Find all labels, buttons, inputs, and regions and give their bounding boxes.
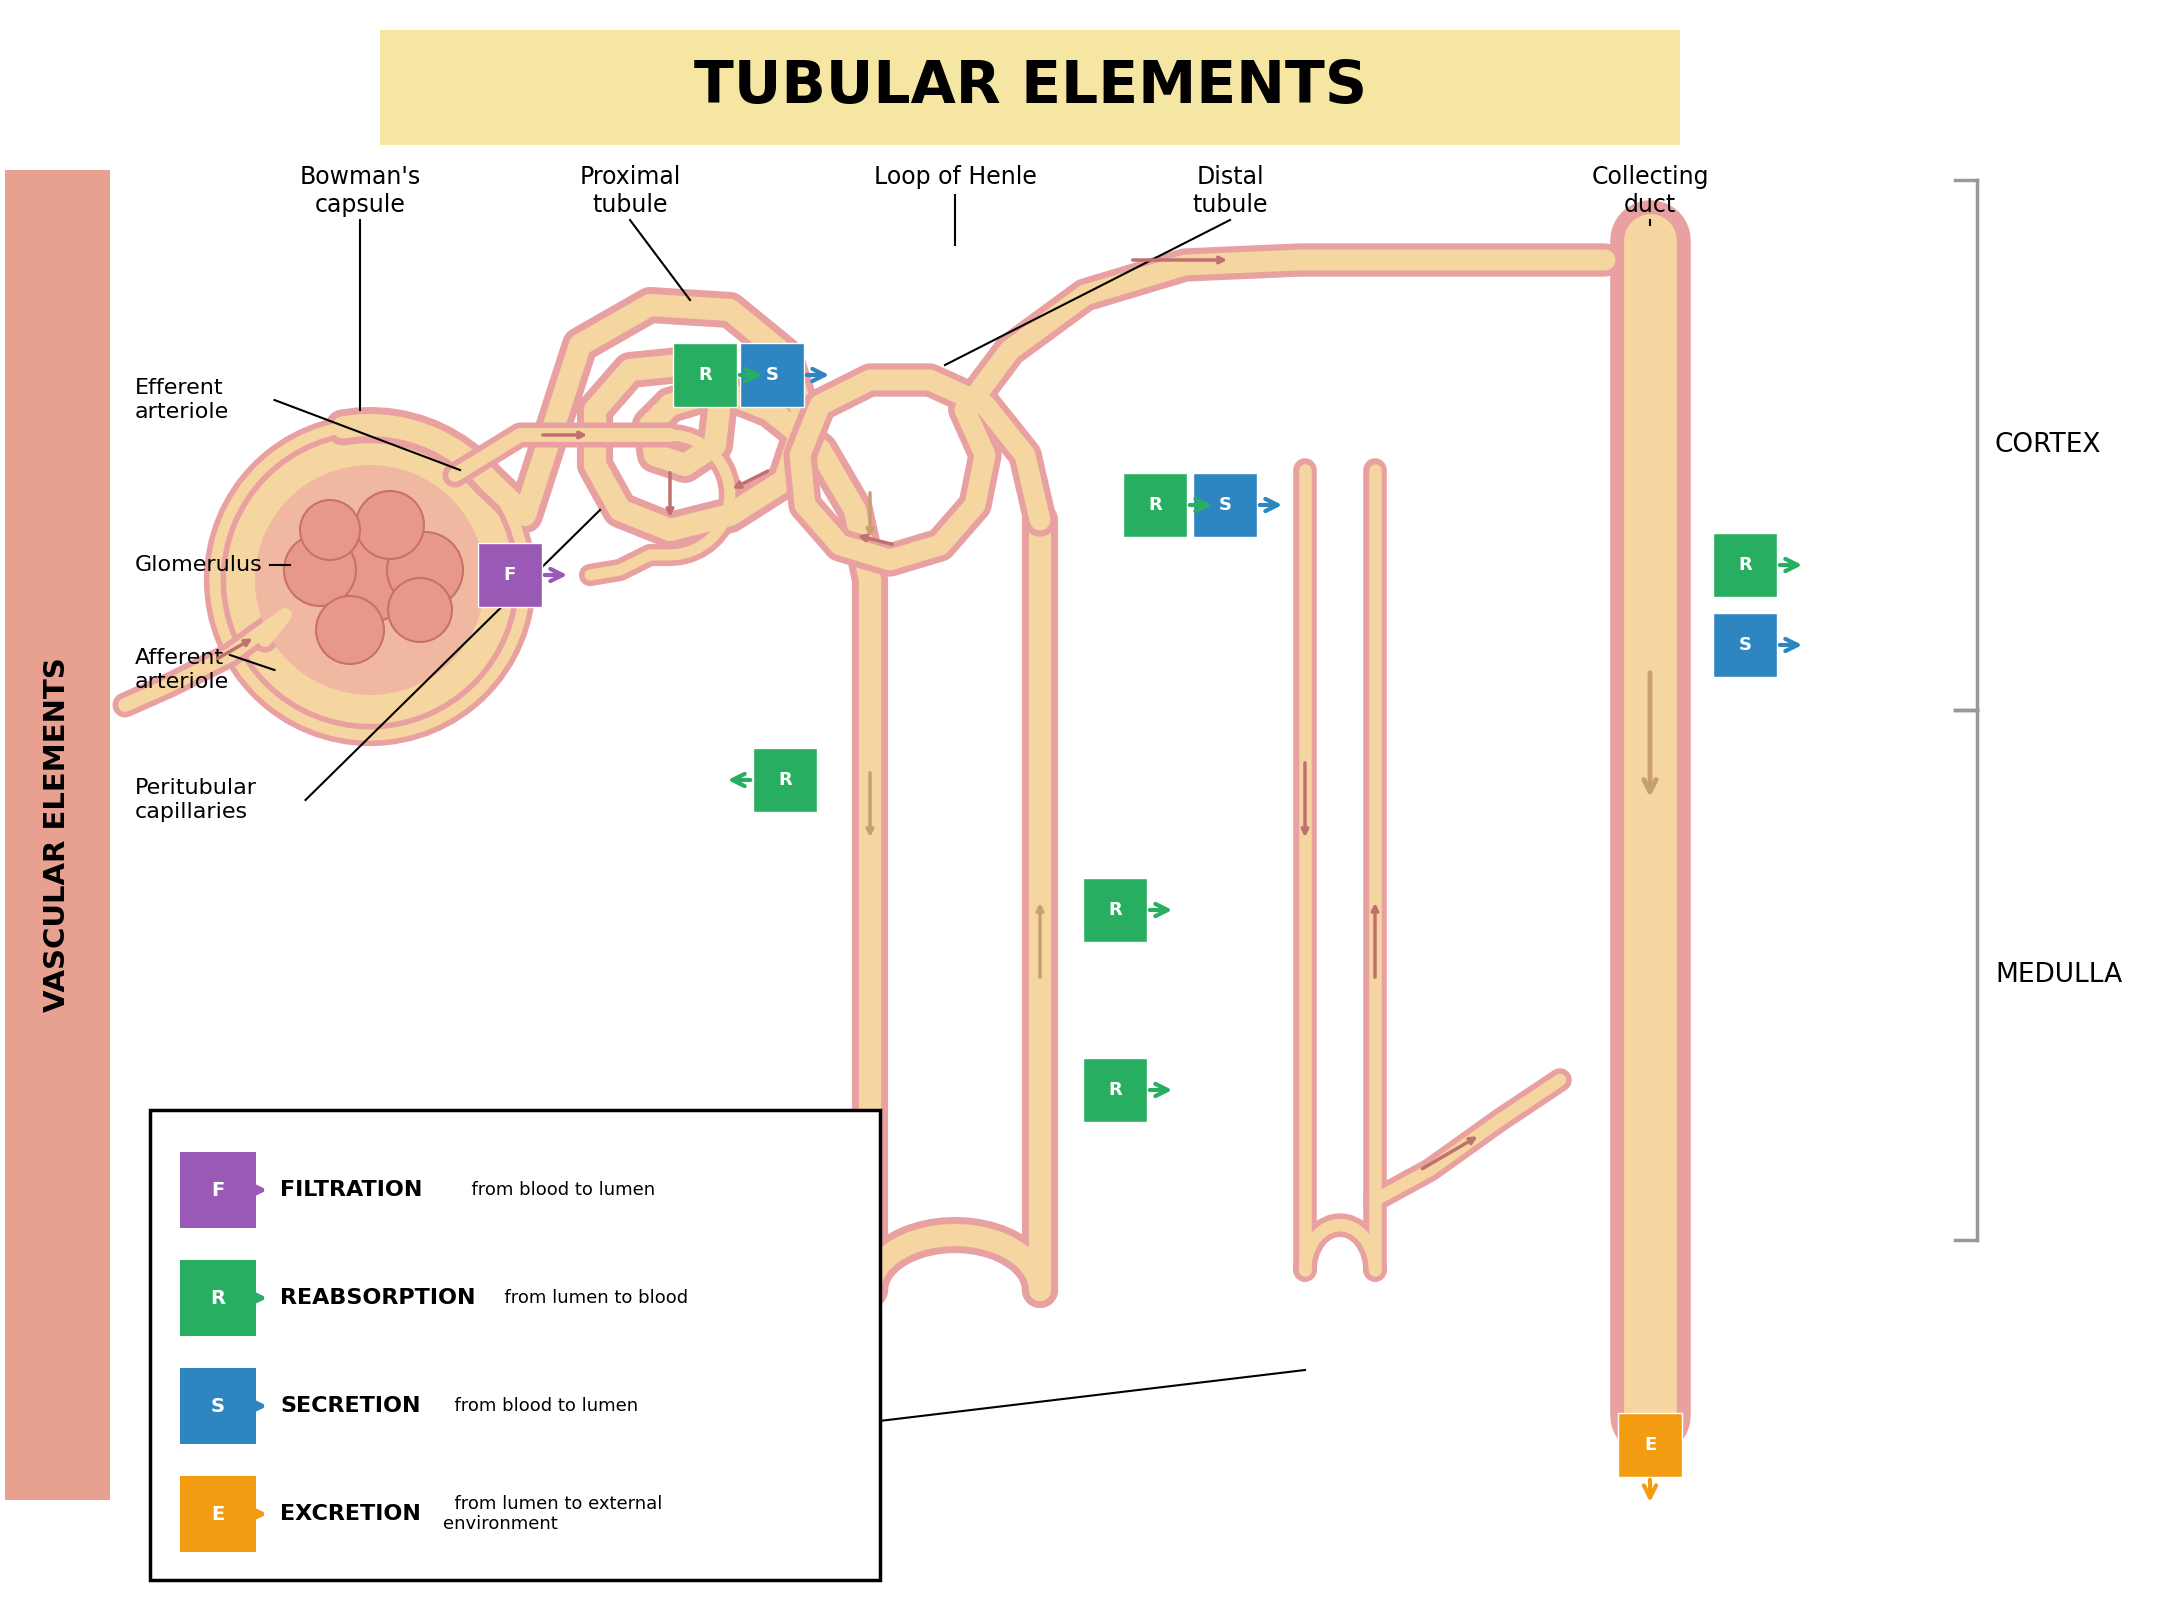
Text: REABSORPTION: REABSORPTION	[281, 1288, 475, 1307]
Text: from blood to lumen: from blood to lumen	[443, 1396, 639, 1414]
Circle shape	[283, 535, 356, 606]
Text: S: S	[1739, 637, 1752, 654]
FancyBboxPatch shape	[1082, 878, 1147, 941]
FancyBboxPatch shape	[149, 1110, 879, 1580]
Text: R: R	[1149, 496, 1162, 514]
FancyBboxPatch shape	[1082, 1058, 1147, 1123]
Text: R: R	[210, 1288, 225, 1307]
FancyBboxPatch shape	[674, 343, 737, 407]
FancyBboxPatch shape	[477, 543, 542, 608]
Circle shape	[216, 424, 525, 735]
Text: from lumen to blood: from lumen to blood	[492, 1290, 689, 1307]
Text: S: S	[212, 1396, 225, 1416]
FancyBboxPatch shape	[1192, 473, 1257, 536]
Text: E: E	[212, 1505, 225, 1523]
Text: E: E	[1644, 1435, 1657, 1455]
FancyBboxPatch shape	[1123, 473, 1188, 536]
Text: Peritubular
capillaries: Peritubular capillaries	[134, 778, 257, 821]
FancyBboxPatch shape	[179, 1476, 257, 1552]
Text: VASCULAR ELEMENTS: VASCULAR ELEMENTS	[43, 658, 71, 1012]
Text: Vasa recta: Vasa recta	[220, 1486, 337, 1505]
FancyBboxPatch shape	[1713, 612, 1778, 677]
Text: FILTRATION: FILTRATION	[281, 1179, 423, 1200]
Text: Afferent
arteriole: Afferent arteriole	[134, 648, 229, 692]
Text: MEDULLA: MEDULLA	[1996, 962, 2121, 988]
Text: SECRETION: SECRETION	[281, 1396, 421, 1416]
Text: EXCRETION: EXCRETION	[281, 1503, 421, 1524]
Text: Proximal
tubule: Proximal tubule	[579, 165, 680, 217]
FancyBboxPatch shape	[179, 1260, 257, 1336]
Circle shape	[328, 538, 413, 622]
Text: S: S	[1218, 496, 1231, 514]
FancyBboxPatch shape	[4, 170, 110, 1500]
Text: Bowman's
capsule: Bowman's capsule	[300, 165, 421, 217]
Text: Glomerulus: Glomerulus	[134, 556, 264, 575]
Text: Distal
tubule: Distal tubule	[1192, 165, 1268, 217]
Circle shape	[387, 531, 462, 608]
Text: CORTEX: CORTEX	[1996, 433, 2102, 458]
FancyBboxPatch shape	[179, 1152, 257, 1228]
Text: R: R	[778, 771, 793, 789]
Text: F: F	[212, 1181, 225, 1199]
FancyBboxPatch shape	[741, 343, 804, 407]
FancyBboxPatch shape	[179, 1367, 257, 1443]
Circle shape	[356, 491, 423, 559]
Text: F: F	[503, 565, 516, 583]
Text: from blood to lumen: from blood to lumen	[460, 1181, 654, 1199]
Text: R: R	[1739, 556, 1752, 573]
FancyBboxPatch shape	[1713, 533, 1778, 598]
Circle shape	[315, 596, 384, 664]
Text: TUBULAR ELEMENTS: TUBULAR ELEMENTS	[693, 58, 1367, 115]
Text: R: R	[1108, 1081, 1121, 1098]
Circle shape	[389, 578, 451, 642]
FancyBboxPatch shape	[1618, 1413, 1683, 1477]
FancyBboxPatch shape	[754, 748, 816, 812]
FancyBboxPatch shape	[380, 31, 1680, 146]
Circle shape	[300, 501, 361, 561]
Text: S: S	[765, 366, 778, 384]
Text: from lumen to external
environment: from lumen to external environment	[443, 1495, 663, 1534]
Circle shape	[255, 465, 486, 695]
Text: Efferent
arteriole: Efferent arteriole	[134, 379, 229, 421]
Text: R: R	[698, 366, 713, 384]
Text: Collecting
duct: Collecting duct	[1592, 165, 1709, 217]
Text: Loop of Henle: Loop of Henle	[873, 165, 1037, 190]
Text: R: R	[1108, 901, 1121, 919]
